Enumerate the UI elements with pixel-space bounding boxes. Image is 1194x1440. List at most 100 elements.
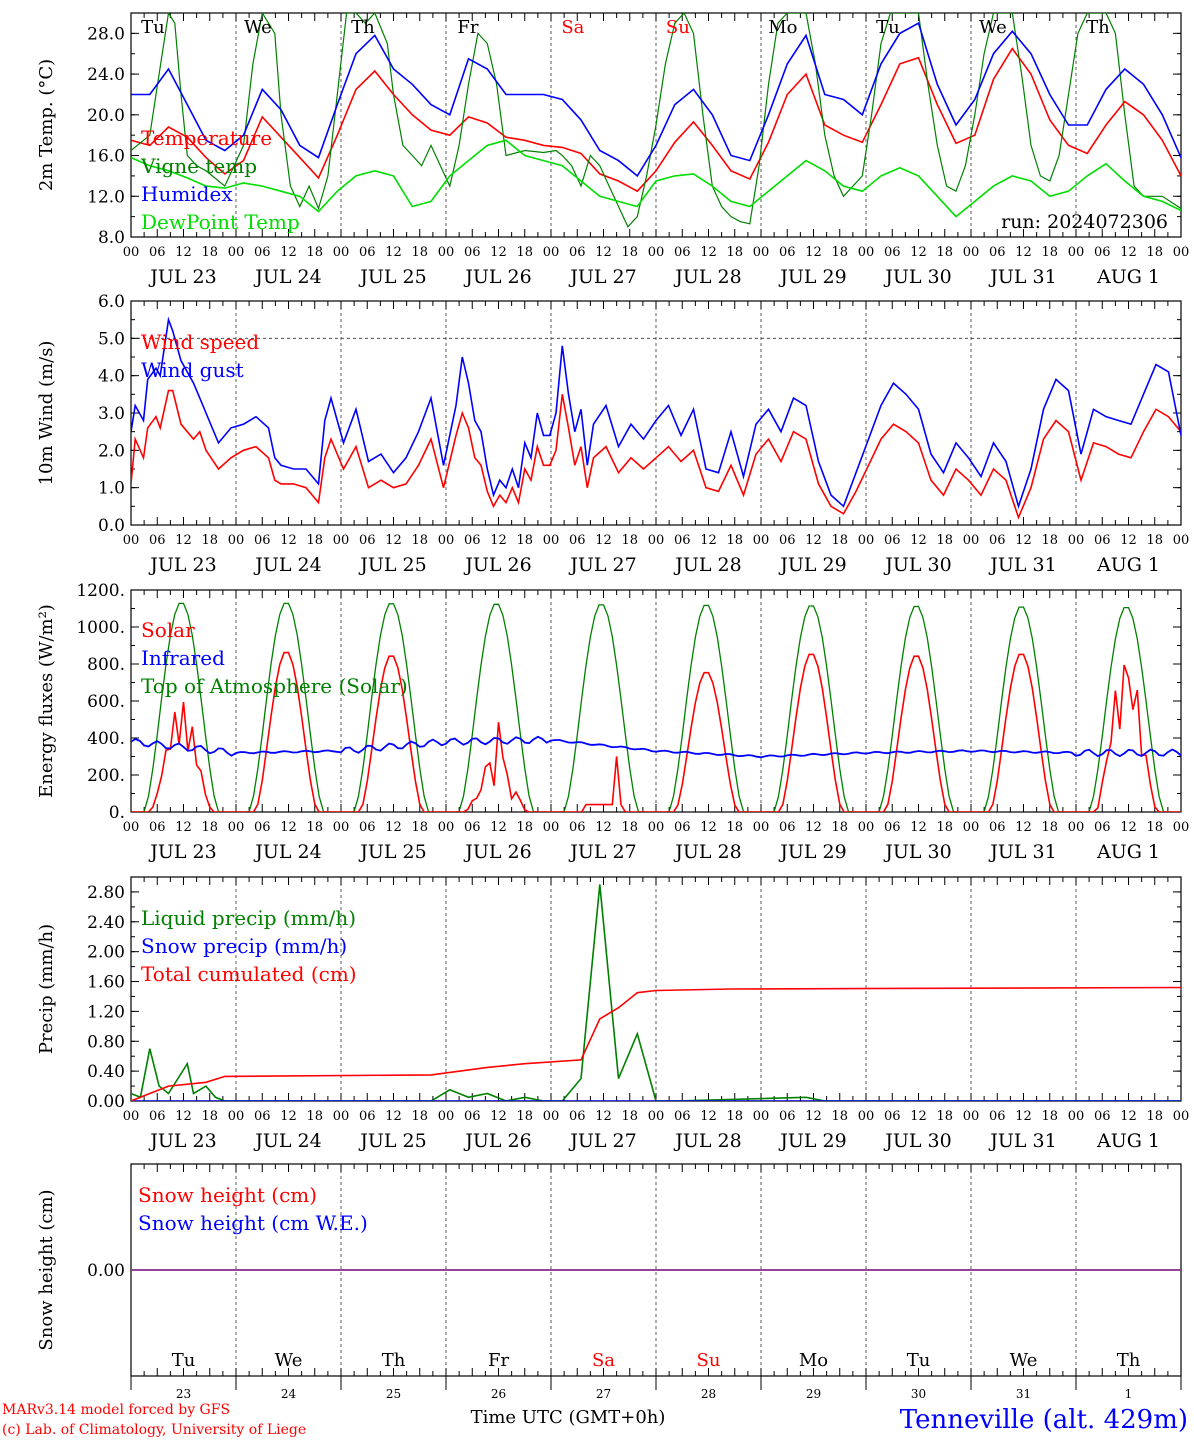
day-name-top: Th xyxy=(351,17,375,38)
hour-tick-label: 18 xyxy=(411,245,428,260)
hour-tick-label: 12 xyxy=(1120,820,1137,835)
hour-tick-label: 18 xyxy=(936,245,953,260)
hour-tick-label: 18 xyxy=(1146,1109,1163,1124)
day-name-bottom: Mo xyxy=(799,1350,828,1371)
y-tick-label: 1.20 xyxy=(87,1002,125,1022)
date-label: JUL 24 xyxy=(253,1130,321,1152)
y-axis-label: Precip (mm/h) xyxy=(36,924,57,1054)
station-title: Tenneville (alt. 429m) xyxy=(900,1405,1188,1435)
series-infrared xyxy=(131,735,1181,759)
hour-tick-label: 12 xyxy=(175,820,192,835)
y-tick-label: 2.80 xyxy=(87,883,125,903)
day-name-top: We xyxy=(244,17,272,38)
run-label: run: 2024072306 xyxy=(1001,211,1168,233)
hour-tick-label: 06 xyxy=(884,1109,901,1124)
date-label: JUL 28 xyxy=(673,841,741,863)
hour-tick-label: 06 xyxy=(149,820,166,835)
hour-tick-label: 06 xyxy=(464,245,481,260)
day-name-bottom: Tu xyxy=(172,1350,196,1371)
date-label: JUL 28 xyxy=(673,554,741,576)
date-label: JUL 26 xyxy=(463,266,531,288)
hour-tick-label: 12 xyxy=(1120,245,1137,260)
day-name-top: Fr xyxy=(457,17,478,38)
hour-tick-label: 12 xyxy=(385,245,402,260)
y-tick-label: 400. xyxy=(87,729,125,749)
panel-precip: 0.00 0.40 0.80 1.20 1.60 2.00 2.40 2.80 Precip (… xyxy=(36,876,1189,1152)
hour-tick-label: 18 xyxy=(516,245,533,260)
hour-tick-label: 18 xyxy=(936,820,953,835)
date-label: JUL 30 xyxy=(883,266,951,288)
credit-lab: (c) Lab. of Climatology, University of L… xyxy=(2,1422,306,1438)
date-label: JUL 29 xyxy=(778,841,846,863)
hour-tick-label: 12 xyxy=(595,245,612,260)
date-label: AUG 1 xyxy=(1096,266,1160,288)
hour-tick-label: 06 xyxy=(464,820,481,835)
hour-tick-label: 06 xyxy=(569,533,586,548)
hour-tick-label: 12 xyxy=(280,820,297,835)
hour-tick-label: 00 xyxy=(648,533,665,548)
hour-tick-label: 06 xyxy=(569,1109,586,1124)
hour-tick-label: 18 xyxy=(516,820,533,835)
hour-tick-label: 12 xyxy=(910,820,927,835)
legend-entry: Total cumulated (cm) xyxy=(141,962,357,986)
day-name-top: Mo xyxy=(768,17,797,38)
date-label: JUL 26 xyxy=(463,554,531,576)
hour-tick-label: 06 xyxy=(464,1109,481,1124)
hour-tick-label: 00 xyxy=(753,533,770,548)
hour-tick-label: 06 xyxy=(1094,820,1111,835)
hour-tick-label: 12 xyxy=(700,245,717,260)
y-tick-label: 3.0 xyxy=(98,404,125,424)
date-label: JUL 29 xyxy=(778,1130,846,1152)
date-label: JUL 27 xyxy=(568,554,636,576)
y-tick-label: 2.0 xyxy=(98,441,125,461)
hour-tick-label: 18 xyxy=(726,820,743,835)
hour-tick-label: 00 xyxy=(1173,533,1190,548)
date-label: JUL 23 xyxy=(148,841,216,863)
date-label: JUL 28 xyxy=(673,266,741,288)
hour-tick-label: 12 xyxy=(490,533,507,548)
hour-tick-label: 12 xyxy=(490,820,507,835)
hour-tick-label: 00 xyxy=(543,820,560,835)
hour-tick-label: 06 xyxy=(569,245,586,260)
panel-wind: 0.0 1.0 2.0 3.0 4.0 5.0 6.0 10m Wind (m/s) 00 06 1… xyxy=(36,292,1189,576)
hour-tick-label: 18 xyxy=(726,1109,743,1124)
day-name-bottom: Su xyxy=(697,1350,721,1371)
hour-tick-label: 12 xyxy=(1015,820,1032,835)
hour-tick-label: 06 xyxy=(149,533,166,548)
hour-tick-label: 06 xyxy=(779,533,796,548)
hour-tick-label: 12 xyxy=(805,533,822,548)
hour-tick-label: 00 xyxy=(858,533,875,548)
hour-tick-label: 12 xyxy=(1120,1109,1137,1124)
hour-tick-label: 00 xyxy=(438,533,455,548)
day-number-label: 24 xyxy=(281,1387,297,1401)
legend-entry: Wind gust xyxy=(141,358,244,382)
hour-tick-label: 18 xyxy=(516,1109,533,1124)
date-label: JUL 29 xyxy=(778,554,846,576)
y-tick-label: 0.00 xyxy=(87,1092,125,1112)
day-name-bottom: Sa xyxy=(592,1350,615,1371)
hour-tick-label: 18 xyxy=(621,820,638,835)
series-total-cumulated-cm xyxy=(131,986,1181,1101)
y-tick-label: 16.0 xyxy=(87,147,125,167)
legend-entry: Vigne temp xyxy=(140,154,257,178)
date-label: JUL 25 xyxy=(358,841,426,863)
hour-tick-label: 18 xyxy=(201,533,218,548)
hour-tick-label: 18 xyxy=(621,245,638,260)
series-solar xyxy=(131,651,1181,812)
y-tick-label: 0.0 xyxy=(98,516,125,536)
hour-tick-label: 18 xyxy=(831,820,848,835)
credit-model: MARv3.14 model forced by GFS xyxy=(2,1402,230,1418)
day-name-bottom: Fr xyxy=(488,1350,509,1371)
legend-entry: Snow height (cm W.E.) xyxy=(138,1211,368,1235)
hour-tick-label: 00 xyxy=(963,245,980,260)
hour-tick-label: 06 xyxy=(779,1109,796,1124)
date-label: JUL 25 xyxy=(358,554,426,576)
day-name-top: Tu xyxy=(141,17,165,38)
y-tick-label: 0.40 xyxy=(87,1062,125,1082)
date-label: JUL 31 xyxy=(988,266,1056,288)
hour-tick-label: 12 xyxy=(910,1109,927,1124)
hour-tick-label: 00 xyxy=(333,820,350,835)
hour-tick-label: 18 xyxy=(831,533,848,548)
hour-tick-label: 00 xyxy=(123,533,140,548)
hour-tick-label: 00 xyxy=(228,1109,245,1124)
